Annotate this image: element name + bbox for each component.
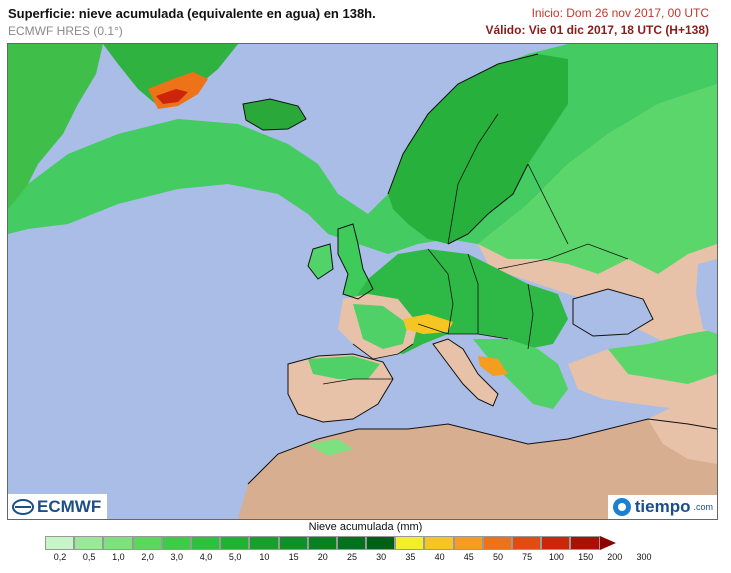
eastern-europe-snow [478,84,717,274]
tiempo-logo: tiempo .com [607,495,717,519]
valid-time: Válido: Vie 01 dic 2017, 18 UTC (H+138) [485,23,709,37]
legend-label: 75 [522,552,533,562]
france-snow [353,304,408,349]
country-borders [322,113,629,385]
legend-label: 10 [259,552,270,562]
greenland-landmass [8,44,103,209]
legend-swatch [570,536,600,550]
legend-swatch [278,536,308,550]
legend-swatch [249,536,279,550]
legend-label: 3,0 [170,552,184,562]
alps-heavy-snow [403,314,453,334]
legend-label: 2,0 [141,552,154,562]
greenland-heavy-snow-core [156,89,188,104]
legend-label: 25 [346,552,357,562]
legend-label: 0,5 [82,552,96,562]
legend-labels: 0,2 0,5 1,0 2,0 3,0 4,0 5,0 10 15 20 25 30 35 40 45 50 7… [30,552,730,566]
legend-swatch [512,536,542,550]
legend-swatch [190,536,221,550]
map-title: Superficie: nieve acumulada (equivalente… [8,6,376,21]
black-sea [573,289,653,336]
snow-legend: Nieve acumulada (mm) 0,2 0,5 1,0 2,0 3,0 4,0 5… [0,518,731,573]
legend-label: 50 [492,552,503,562]
legend-label: 150 [578,552,594,562]
legend-swatch [453,536,483,550]
legend-arrow-icon [599,536,616,550]
legend-label: 15 [288,552,299,562]
ecmwf-logo-text: ECMWF [37,497,102,516]
iceland [243,99,306,130]
header-right: Inicio: Dom 26 nov 2017, 00 UTC Válido: … [485,6,709,37]
scandinavia [388,54,568,244]
legend-swatch [103,536,133,550]
init-time: Inicio: Dom 26 nov 2017, 00 UTC [531,6,709,20]
legend-swatch [424,536,454,550]
legend-label: 300 [636,552,652,562]
legend-label: 200 [607,552,623,562]
ecmwf-emblem-icon [12,499,34,515]
legend-swatch [307,536,337,550]
tiempo-logo-suffix: .com [693,502,713,512]
atlas-snow [308,439,353,456]
legend-swatch [482,536,512,550]
legend-label: 4,0 [199,552,213,562]
legend-swatch [45,536,75,550]
legend-swatch [220,536,250,550]
ecmwf-logo: ECMWF [8,494,108,519]
north-africa [238,419,717,519]
ireland [308,244,333,279]
model-label: ECMWF HRES (0.1°) [8,24,123,38]
legend-swatch [74,536,104,550]
legend-label: 30 [376,552,387,562]
balkan-heavy-snow [478,356,508,376]
caspian-sea [696,259,717,334]
iberia-north-snow [308,356,380,379]
legend-title: Nieve acumulada (mm) [308,521,423,533]
legend-label: 100 [548,552,564,562]
levant [648,404,717,464]
legend-label: 40 [434,552,445,562]
legend-label: 5,0 [228,552,242,562]
legend-swatch [161,536,191,550]
legend-label: 1,0 [112,552,125,562]
legend-label: 35 [405,552,416,562]
legend-swatch [541,536,571,550]
legend-color-bar [45,536,616,550]
header-left: Superficie: nieve acumulada (equivalente… [8,6,376,38]
legend-swatch [336,536,367,550]
italy [433,339,498,406]
greenland-east [103,44,238,106]
tiempo-emblem-icon [612,498,631,516]
snow-map[interactable]: ECMWF tiempo .com [7,43,718,520]
coastlines [242,53,717,485]
legend-label: 0,2 [53,552,67,562]
legend-swatch [366,536,396,550]
map-canvas [8,44,717,519]
balkans [473,339,568,409]
legend-swatch [132,536,162,550]
legend-swatch [395,536,425,550]
tiempo-logo-text: tiempo [634,497,691,516]
anatolia-snow [608,329,717,384]
legend-label: 45 [463,552,474,562]
legend-label: 20 [317,552,328,562]
